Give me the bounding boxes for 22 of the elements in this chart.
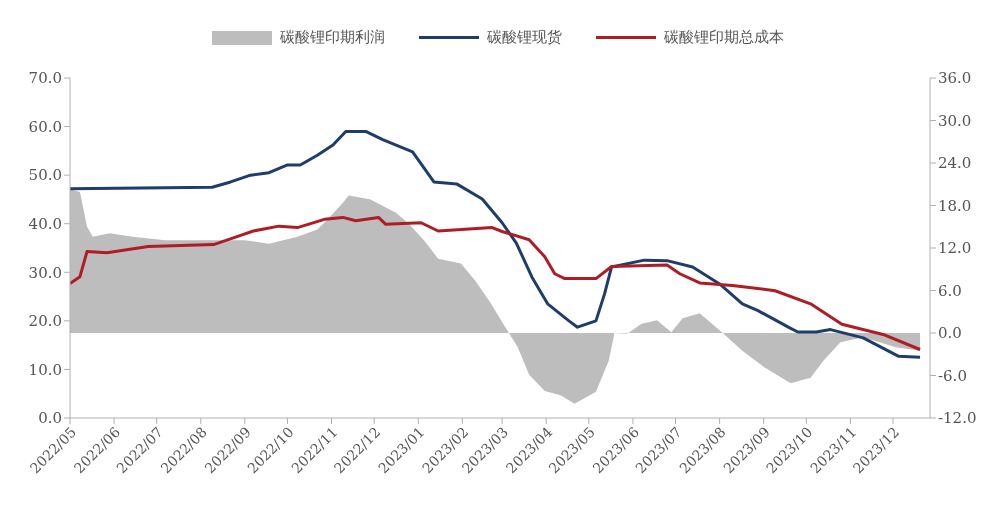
y2-tick-label: -12.0: [938, 409, 977, 428]
y-tick-label: 60.0: [28, 117, 62, 136]
y-tick-label: 70.0: [28, 69, 62, 88]
y2-tick-label: 18.0: [938, 196, 972, 215]
y2-tick-label: 0.0: [938, 324, 962, 343]
y2-tick-label: 24.0: [938, 154, 972, 173]
y-tick-label: 50.0: [28, 166, 62, 185]
y-tick-label: 30.0: [28, 263, 62, 282]
y-tick-label: 40.0: [28, 215, 62, 234]
line-series: [70, 129, 922, 359]
line-series: [70, 215, 922, 352]
y2-tick-label: -6.0: [938, 366, 967, 385]
legend-label: 碳酸锂印期总成本: [664, 28, 784, 47]
legend-label: 碳酸锂印期利润: [280, 28, 385, 47]
y2-tick-label: 12.0: [938, 239, 972, 258]
legend-label: 碳酸锂现货: [487, 28, 562, 47]
y-tick-label: 0.0: [38, 409, 62, 428]
y-tick-label: 10.0: [28, 360, 62, 379]
y2-tick-label: 30.0: [938, 111, 972, 130]
y2-tick-label: 36.0: [938, 69, 972, 88]
y-tick-label: 20.0: [28, 312, 62, 331]
y2-tick-label: 6.0: [938, 281, 962, 300]
